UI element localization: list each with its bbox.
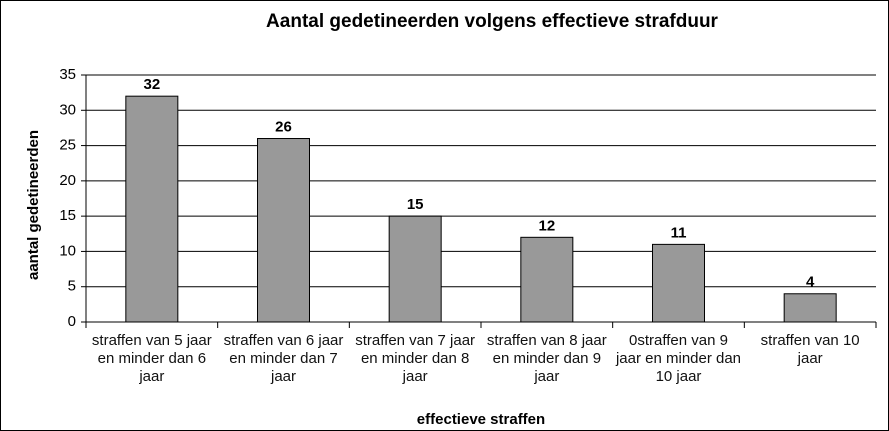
- x-tick-label: straffen van 5 jaar en minder dan 6 jaar: [91, 332, 212, 385]
- x-tick-label: straffen van 10 jaar: [760, 332, 860, 367]
- x-tick-label: straffen van 7 jaar en minder dan 8 jaar: [355, 332, 476, 385]
- x-tick-label: 0straffen van 9 jaar en minder dan 10 ja…: [615, 332, 742, 385]
- data-label: 4: [806, 274, 815, 291]
- y-tick-label: 0: [68, 313, 76, 330]
- x-tick-label: straffen van 6 jaar en minder dan 7 jaar: [223, 332, 344, 385]
- y-axis-label: aantal gedetineerden: [25, 130, 42, 280]
- chart-title: Aantal gedetineerden volgens effectieve …: [266, 11, 719, 32]
- x-axis-label: effectieve straffen: [417, 411, 545, 428]
- y-tick-label: 30: [59, 101, 76, 118]
- y-tick-label: 20: [59, 172, 76, 189]
- y-tick-label: 5: [68, 278, 76, 295]
- data-label: 26: [275, 118, 292, 135]
- bar: [125, 95, 179, 323]
- y-tick-label: 35: [59, 66, 76, 83]
- data-label: 12: [538, 217, 555, 234]
- bar: [388, 215, 442, 323]
- y-tick-label: 25: [59, 137, 76, 154]
- data-label: 11: [671, 224, 687, 241]
- bar: [257, 138, 310, 323]
- data-label: 32: [143, 76, 160, 93]
- y-tick-label: 15: [59, 207, 76, 224]
- x-tick-label: straffen van 8 jaar en minder dan 9 jaar: [486, 332, 607, 385]
- data-label: 15: [407, 196, 424, 213]
- bar: [783, 293, 837, 323]
- bar: [520, 236, 574, 323]
- bar: [652, 243, 705, 323]
- y-tick-label: 10: [59, 242, 76, 259]
